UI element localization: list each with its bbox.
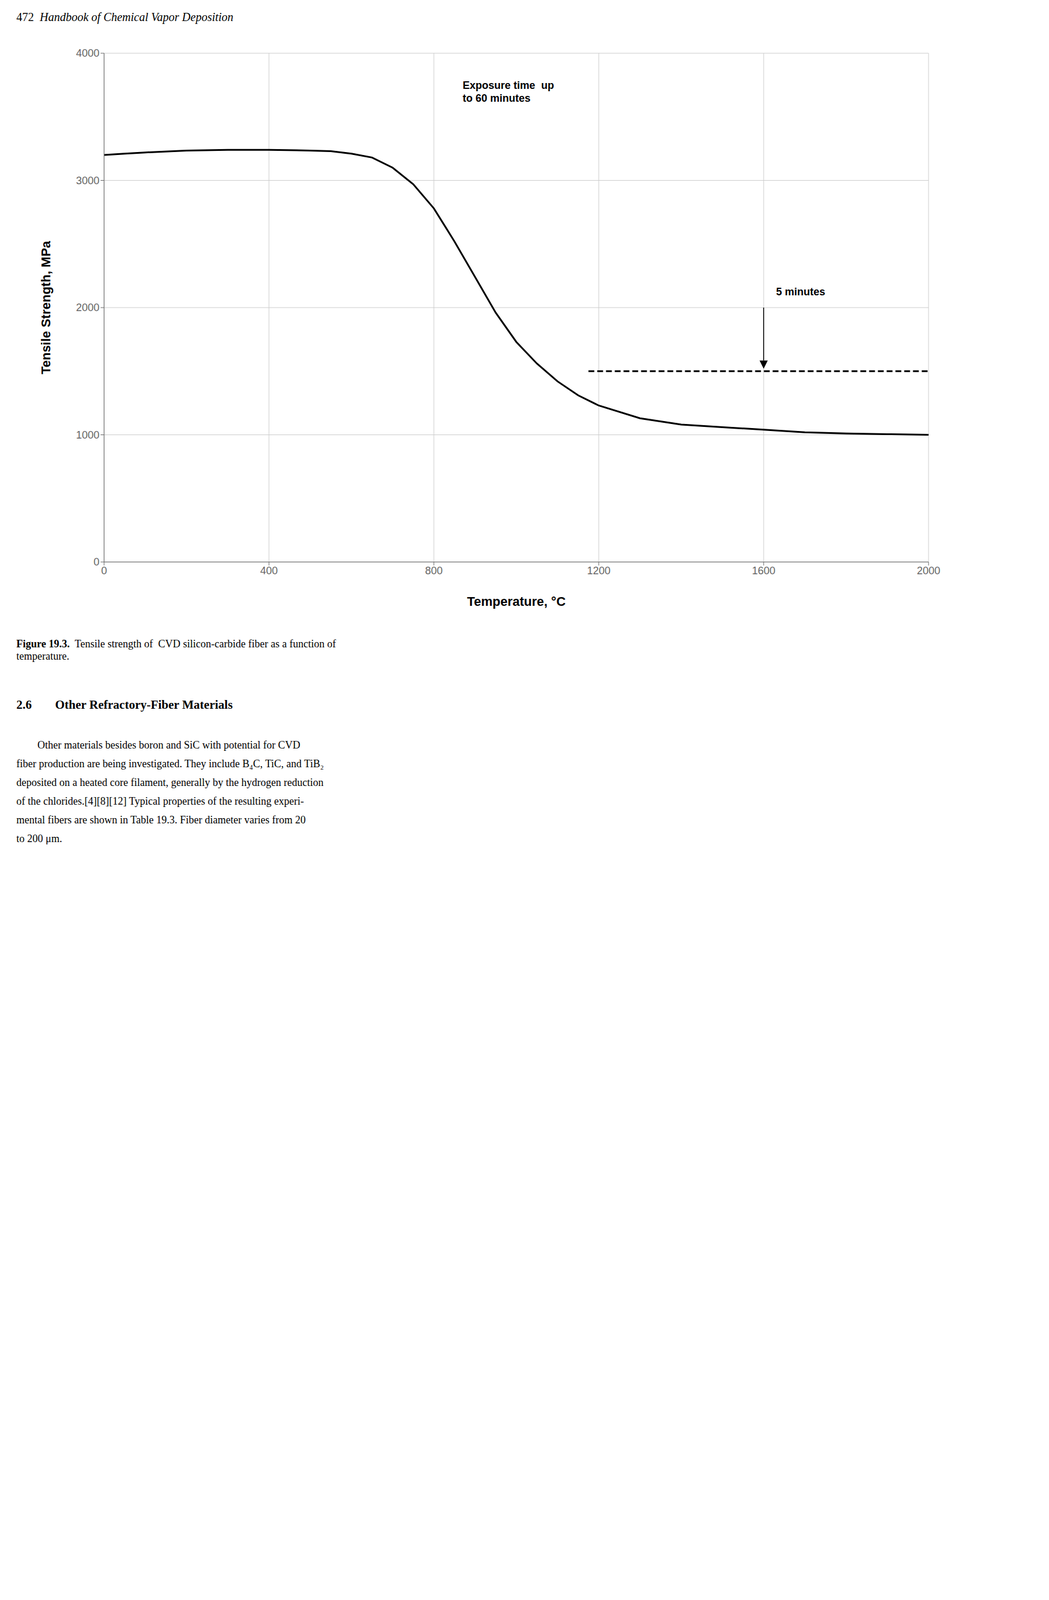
- svg-text:0: 0: [93, 556, 100, 568]
- svg-text:Temperature, °C: Temperature, °C: [467, 594, 567, 609]
- html-text:to 200 μm.: to 200 μm.: [16, 832, 63, 845]
- html-text:472 Handbook of Chemical Vapor: 472 Handbook of Chemical Vapor Depositio…: [16, 10, 234, 24]
- svg-text:0: 0: [101, 564, 108, 577]
- svg-text:5 minutes: 5 minutes: [775, 285, 826, 298]
- svg-text:1200: 1200: [587, 564, 611, 577]
- svg-text:400: 400: [260, 564, 278, 577]
- html-text:fiber production are being inv: fiber production are being investigated.…: [16, 757, 324, 770]
- svg-text:1000: 1000: [76, 429, 100, 441]
- html-text:2.6: 2.6: [16, 697, 32, 712]
- html-text:mental fibers are shown in Tab: mental fibers are shown in Table 19.3. F…: [16, 813, 306, 826]
- html-text:deposited on a heated core fil: deposited on a heated core filament, gen…: [16, 776, 324, 789]
- svg-text:Tensile Strength, MPa: Tensile Strength, MPa: [38, 240, 54, 375]
- svg-text:1600: 1600: [751, 564, 776, 577]
- svg-text:4000: 4000: [76, 47, 100, 60]
- html-text:Figure 19.3. Tensile strength: Figure 19.3. Tensile strength of CVD sil…: [16, 637, 336, 662]
- svg-text:2000: 2000: [76, 301, 100, 314]
- html-text:Other Refractory-Fiber Materia: Other Refractory-Fiber Materials: [55, 697, 233, 712]
- html-text:Other materials besides boron: Other materials besides boron and SiC wi…: [37, 739, 301, 751]
- html-text:of the chlorides.[4][8][12] Ty: of the chlorides.[4][8][12] Typical prop…: [16, 795, 304, 807]
- svg-text:3000: 3000: [76, 174, 100, 187]
- svg-text:800: 800: [425, 564, 443, 577]
- svg-text:Exposure time upto 60 minutes: Exposure time upto 60 minutes: [462, 79, 554, 105]
- svg-text:2000: 2000: [916, 564, 941, 577]
